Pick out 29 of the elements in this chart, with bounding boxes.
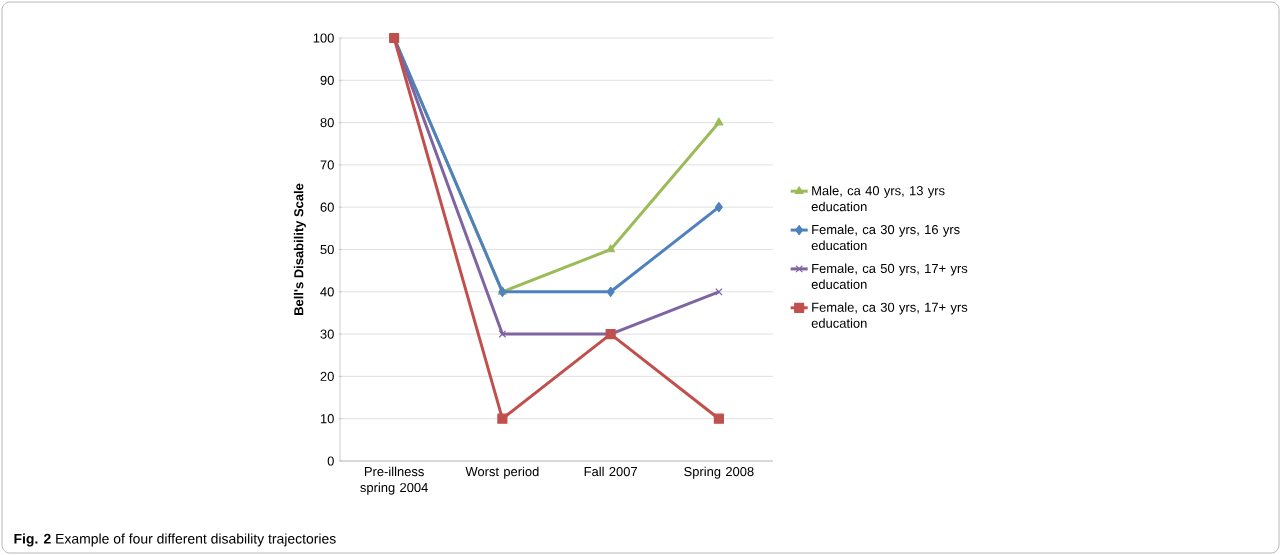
- y-tick-label: 10: [320, 414, 334, 424]
- point: [497, 413, 508, 424]
- point: [714, 117, 724, 126]
- x-tick-label: Fall 2007: [584, 466, 637, 477]
- y-tick-label: 40: [320, 287, 334, 297]
- y-tick-label: 70: [320, 160, 334, 170]
- y-tick-label: 30: [320, 329, 334, 339]
- point: [606, 286, 615, 297]
- y-tick-label: 20: [320, 371, 334, 381]
- y-axis-title: Bell's Disability Scale: [293, 183, 306, 315]
- text: Fig. 2 Example of four different disability trajectories: [14, 533, 336, 547]
- y-tick-label: 50: [320, 244, 334, 255]
- x-tick-label: Pre-illness spring 2004: [360, 466, 428, 495]
- y-tick-label: 60: [320, 202, 334, 212]
- point: [713, 413, 724, 424]
- point: [498, 330, 507, 338]
- legend-label: Female, ca 30 yrs, 16 yrs education: [811, 224, 960, 251]
- y-tick-label: 100: [313, 33, 334, 43]
- point: [606, 244, 616, 253]
- legend-label: Female, ca 30 yrs, 17+ yrs education: [811, 302, 968, 328]
- x-tick-label: Spring 2008: [684, 466, 754, 479]
- point: [715, 288, 723, 296]
- legend-label: Female, ca 50 yrs, 17+ yrs education: [811, 263, 968, 289]
- legend-label: Male, ca 40 yrs, 13 yrs education: [811, 185, 945, 212]
- y-tick-label: 80: [320, 118, 334, 128]
- x-tick-label: Worst period: [465, 466, 539, 479]
- y-tick-label: 90: [320, 75, 334, 85]
- y-tick-label: 0: [327, 456, 334, 466]
- point: [714, 202, 723, 213]
